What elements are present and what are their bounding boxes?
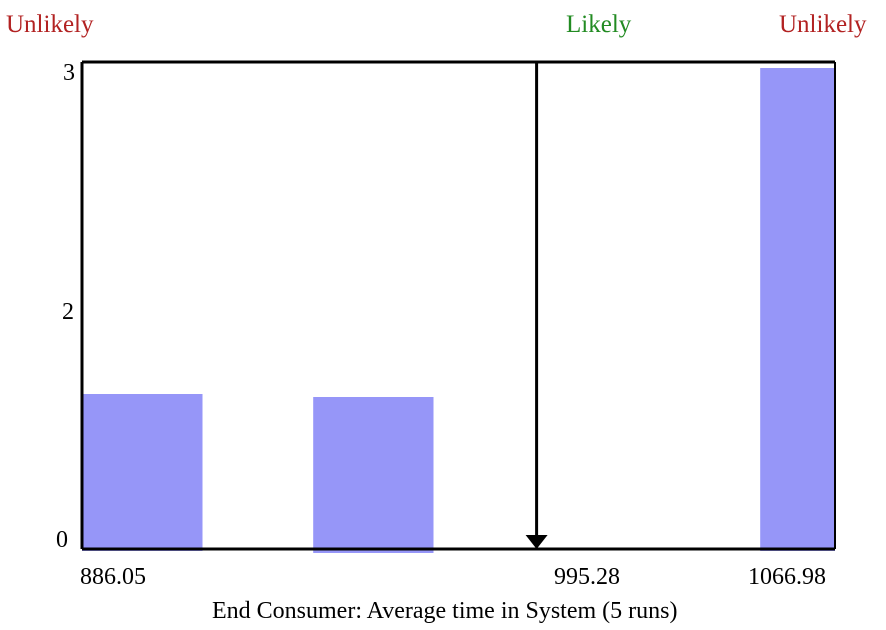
x-tick-label-995: 995.28: [554, 564, 620, 590]
x-axis-title: End Consumer: Average time in System (5 …: [212, 598, 677, 624]
region-label-unlikely-right: Unlikely: [779, 11, 867, 38]
bars-group: [82, 68, 835, 553]
marker-group: [525, 62, 548, 549]
bar-1: [313, 397, 434, 553]
bar-0: [82, 394, 203, 551]
x-tick-label-1066: 1066.98: [748, 564, 826, 590]
region-label-unlikely-left: Unlikely: [6, 11, 94, 38]
y-tick-label-2: 2: [62, 299, 74, 325]
bar-2: [760, 68, 835, 551]
marker-arrowhead: [525, 535, 548, 549]
region-label-likely: Likely: [566, 11, 632, 38]
y-tick-label-0: 0: [56, 527, 68, 553]
x-tick-label-886: 886.05: [80, 564, 146, 590]
y-tick-label-3: 3: [63, 60, 75, 86]
